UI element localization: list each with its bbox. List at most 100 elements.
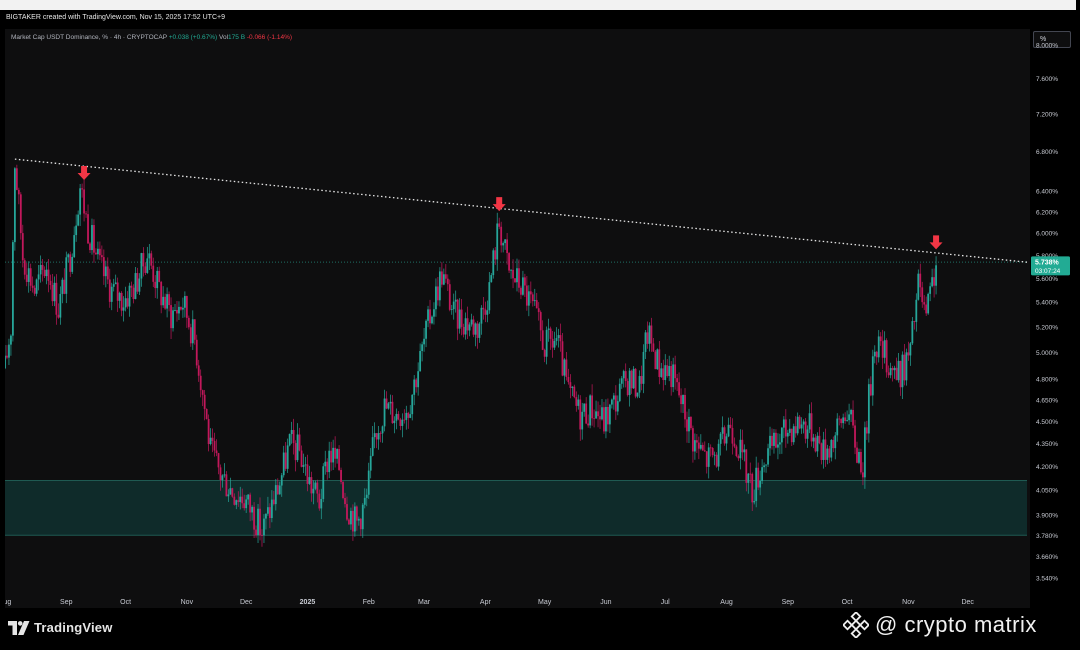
candle xyxy=(207,414,210,452)
candle xyxy=(6,345,8,360)
candle xyxy=(290,421,293,444)
candle xyxy=(168,291,170,312)
last-price-tag xyxy=(1031,256,1070,276)
candle xyxy=(393,416,396,434)
candle xyxy=(47,259,50,293)
footer-bar xyxy=(0,608,1080,650)
candle xyxy=(23,258,26,280)
percent-scale-button[interactable]: % xyxy=(1033,31,1071,48)
candle xyxy=(593,409,595,428)
candle xyxy=(183,291,186,318)
candle xyxy=(583,403,586,417)
candle xyxy=(476,320,479,349)
candle xyxy=(138,273,141,295)
tradingview-logo[interactable]: TradingView xyxy=(8,620,113,635)
candle xyxy=(227,489,230,502)
tradingview-logo-icon xyxy=(8,620,30,635)
candle xyxy=(160,280,163,314)
candle xyxy=(219,464,222,491)
y-axis-tick-label: 5.000% xyxy=(1036,350,1058,357)
x-axis-tick-label: Sep xyxy=(782,599,795,606)
candle xyxy=(668,355,671,382)
candle xyxy=(636,392,639,399)
candle xyxy=(154,275,157,299)
candle xyxy=(820,442,823,465)
candle xyxy=(573,384,576,399)
candle xyxy=(142,247,145,277)
candle xyxy=(328,441,331,479)
candle xyxy=(280,473,283,497)
candle xyxy=(45,262,48,285)
candle xyxy=(306,454,309,492)
candle xyxy=(897,352,900,383)
candle xyxy=(692,425,694,463)
chart-panel[interactable]: Aug Sep Oct Nov Dec 2025 Feb Mar Apr May Jun Jul Aug… xyxy=(0,29,1030,608)
candle xyxy=(448,279,451,312)
candle xyxy=(500,221,503,253)
candle xyxy=(51,273,54,306)
price-chart[interactable]: Aug Sep Oct Nov Dec 2025 Feb Mar Apr May Jun Jul Aug… xyxy=(0,29,1030,608)
candle xyxy=(607,398,609,432)
y-axis-tick-label: 4.500% xyxy=(1036,419,1058,426)
candle xyxy=(891,365,894,382)
candle xyxy=(822,431,825,469)
candle xyxy=(777,433,779,460)
candle xyxy=(662,359,665,391)
candle xyxy=(545,326,548,365)
candle xyxy=(763,462,765,473)
candle xyxy=(589,394,592,429)
candle xyxy=(814,434,817,453)
candle xyxy=(856,441,858,464)
x-axis-tick-label: Jul xyxy=(661,599,670,606)
candle xyxy=(557,328,560,348)
y-axis-tick-label: 5.200% xyxy=(1036,324,1058,331)
candle xyxy=(342,480,344,500)
candle xyxy=(836,413,839,442)
candle xyxy=(423,328,425,352)
candle xyxy=(65,251,68,304)
candle xyxy=(899,360,902,396)
candle xyxy=(569,374,572,399)
candle xyxy=(656,348,659,370)
candle xyxy=(909,341,912,366)
candle xyxy=(727,417,730,438)
candle xyxy=(456,298,459,341)
candle xyxy=(553,331,556,350)
y-axis-tick-label: 4.200% xyxy=(1036,464,1058,471)
candle xyxy=(25,263,28,287)
candle xyxy=(885,338,888,378)
candle xyxy=(274,478,277,511)
x-axis-tick-label: Nov xyxy=(181,599,194,606)
symbol-legend[interactable]: Market Cap USDT Dominance, % · 4h · CRYP… xyxy=(11,34,292,41)
candle xyxy=(387,402,390,410)
candle xyxy=(365,488,368,507)
candle xyxy=(775,429,777,449)
candle xyxy=(464,312,467,340)
candle xyxy=(225,471,228,497)
price-axis[interactable]: 8.000% 7.600% 7.200% 6.800% 6.400% 6.200% 6.00… xyxy=(1030,29,1076,608)
candle xyxy=(488,272,491,314)
candle xyxy=(31,276,34,293)
candle xyxy=(865,420,868,440)
candle xyxy=(757,462,760,491)
candle xyxy=(199,369,202,398)
candle xyxy=(490,273,493,283)
candle xyxy=(929,282,932,302)
candle xyxy=(213,432,216,457)
candle xyxy=(122,296,125,322)
candle xyxy=(355,505,358,531)
candle xyxy=(893,365,896,379)
candle xyxy=(640,365,643,391)
candle xyxy=(350,507,352,530)
candle xyxy=(166,287,168,318)
candle xyxy=(278,481,281,495)
candle xyxy=(43,266,46,279)
candle xyxy=(286,438,289,473)
candle xyxy=(189,323,192,347)
candle xyxy=(348,518,350,525)
candle xyxy=(353,502,356,537)
candle xyxy=(779,433,781,455)
candle xyxy=(927,292,930,315)
x-axis-tick-label: Sep xyxy=(60,599,73,606)
x-axis-tick-label: May xyxy=(538,599,552,606)
